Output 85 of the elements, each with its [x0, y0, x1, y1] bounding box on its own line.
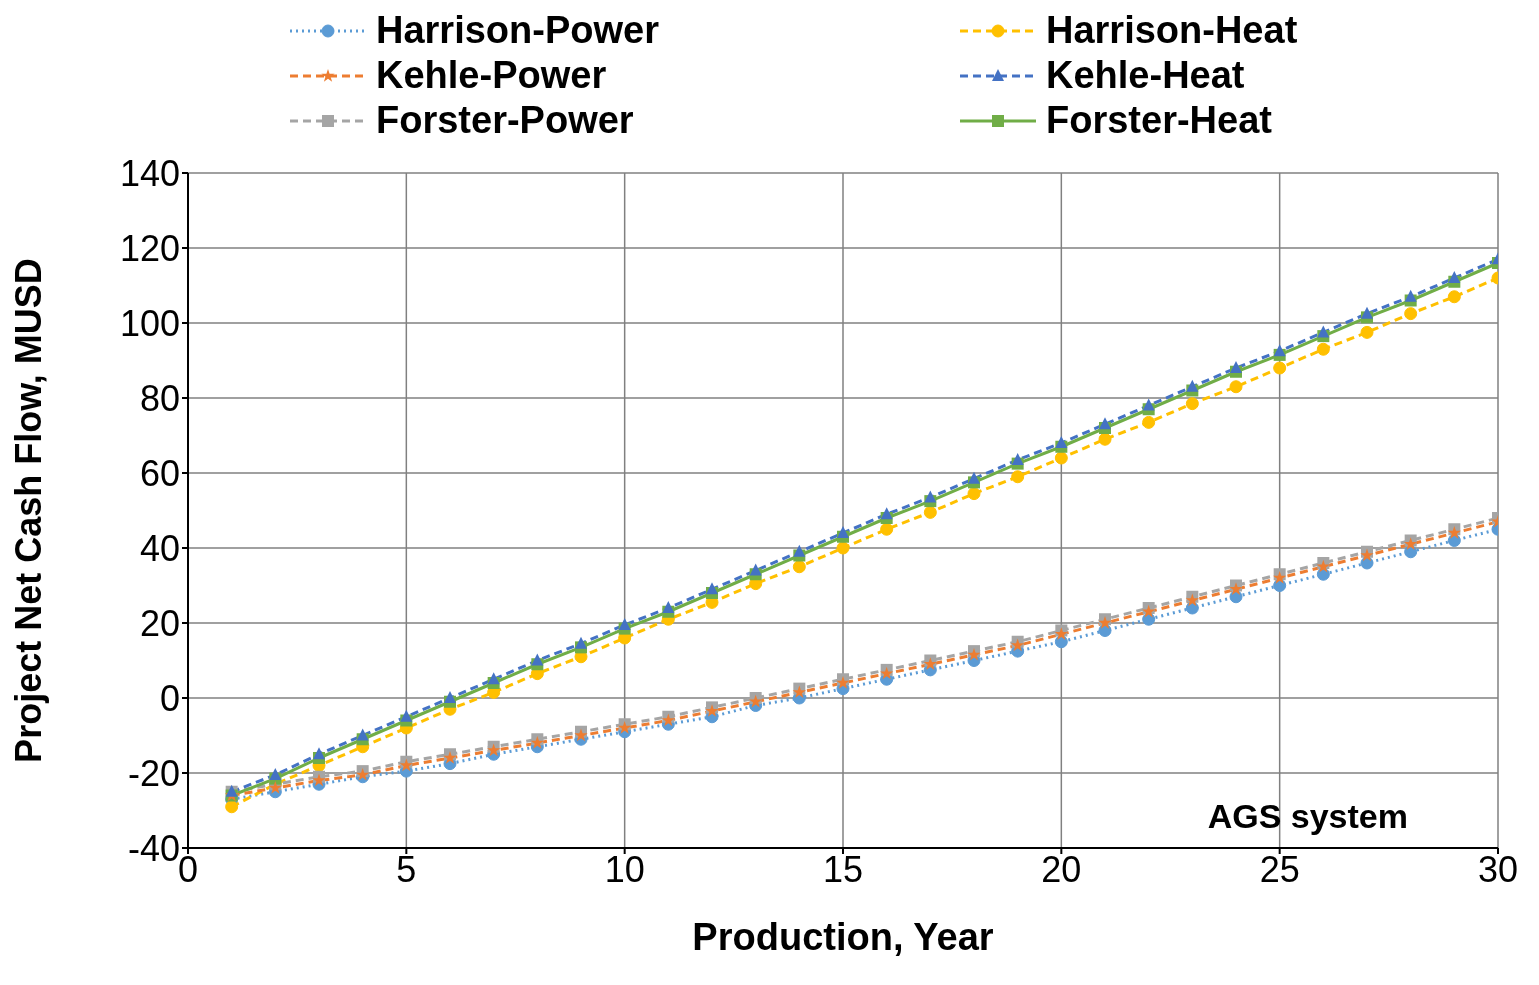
point — [749, 694, 763, 708]
point — [1099, 417, 1111, 430]
point — [444, 691, 456, 703]
point — [1360, 548, 1374, 562]
legend-label: Harrison-Power — [376, 8, 659, 53]
legend-label: Forster-Heat — [1046, 98, 1272, 143]
legend-label: Kehle-Power — [376, 53, 607, 98]
legend-label: Forster-Power — [376, 98, 634, 143]
point — [1404, 289, 1417, 302]
point — [1317, 325, 1330, 338]
point — [313, 747, 325, 760]
x-tick-label: 30 — [1477, 848, 1519, 890]
point — [1011, 470, 1025, 484]
point — [749, 563, 762, 576]
point — [574, 728, 588, 742]
x-tick-label: 15 — [822, 848, 864, 890]
point — [880, 522, 894, 536]
point — [1098, 432, 1112, 446]
point — [924, 490, 937, 503]
point — [1273, 579, 1287, 592]
point — [1142, 415, 1156, 429]
x-tick-label: 25 — [1259, 848, 1300, 890]
point — [1273, 344, 1286, 357]
y-tick-label: 0 — [159, 677, 180, 719]
point — [356, 728, 369, 741]
point — [1447, 290, 1461, 304]
point — [1142, 604, 1156, 618]
point — [1316, 342, 1330, 356]
point — [487, 672, 500, 685]
point — [1447, 534, 1461, 547]
point — [1404, 307, 1418, 321]
point — [1055, 436, 1068, 448]
point — [225, 800, 239, 814]
point — [880, 507, 893, 520]
point — [1273, 361, 1287, 375]
point — [967, 487, 981, 501]
point — [792, 560, 806, 574]
x-axis-title: Production, Year — [692, 916, 994, 958]
point — [531, 653, 544, 666]
point — [575, 636, 587, 649]
point — [793, 544, 806, 557]
point — [1054, 451, 1068, 465]
point — [487, 743, 501, 757]
point — [312, 773, 326, 787]
point — [1186, 379, 1199, 392]
annotation: AGS system — [1207, 797, 1408, 835]
point — [923, 505, 937, 519]
y-tick-label: -40 — [127, 827, 180, 869]
point — [836, 541, 850, 555]
x-tick-label: 20 — [1041, 848, 1082, 890]
point — [400, 709, 413, 722]
point — [1011, 638, 1025, 652]
point — [399, 758, 413, 772]
x-tick-label: 5 — [396, 848, 417, 890]
point — [880, 666, 894, 680]
legend-label: Kehle-Heat — [1046, 53, 1245, 98]
y-tick-label: 80 — [139, 377, 180, 419]
point — [1361, 306, 1373, 319]
y-tick-label: 40 — [139, 527, 180, 569]
point — [1229, 380, 1243, 394]
point — [1142, 398, 1155, 411]
point — [1011, 452, 1024, 465]
point — [618, 617, 631, 630]
y-axis-title: Project Net Cash Flow, MUSD — [7, 258, 49, 763]
x-tick-label: 10 — [604, 848, 645, 890]
y-tick-label: 20 — [139, 602, 180, 644]
y-tick-label: 140 — [119, 152, 180, 194]
point — [792, 685, 806, 699]
y-tick-label: 120 — [119, 227, 180, 269]
point — [1448, 271, 1461, 283]
y-tick-label: -20 — [127, 752, 180, 794]
point — [1185, 593, 1199, 607]
point — [661, 713, 675, 727]
legend-label: Harrison-Heat — [1046, 8, 1298, 53]
point — [1360, 325, 1374, 339]
point — [706, 582, 718, 595]
point — [837, 526, 849, 538]
point — [1230, 361, 1242, 373]
point — [1185, 397, 1199, 411]
point — [269, 767, 282, 780]
point — [968, 471, 980, 484]
y-tick-label: 100 — [119, 302, 180, 344]
point — [662, 601, 675, 613]
y-tick-label: 60 — [139, 452, 180, 494]
point — [1316, 559, 1330, 573]
